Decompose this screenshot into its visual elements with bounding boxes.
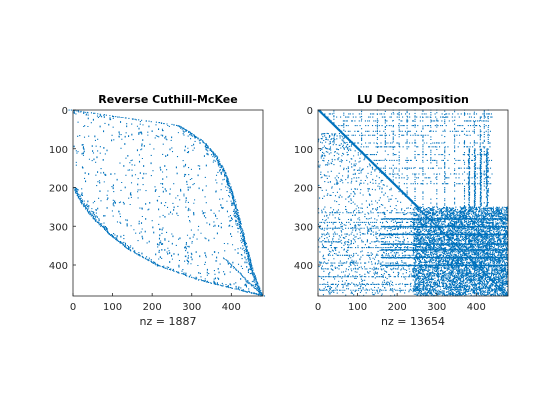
- y-tick-label: 300: [294, 222, 313, 233]
- x-tick-label: 300: [182, 302, 201, 313]
- chart-rcm-ticks: 0 100 200 300 400 0 100 200 300 400: [49, 106, 241, 313]
- sparsity-points: [68, 109, 266, 297]
- chart-rcm-title: Reverse Cuthill-McKee: [98, 93, 237, 106]
- sparsity-points: [317, 109, 509, 297]
- x-tick-label: 0: [70, 302, 76, 313]
- chart-lu-title: LU Decomposition: [357, 93, 469, 106]
- chart-lu-xlabel: nz = 13654: [381, 315, 445, 328]
- chart-rcm-axes-box: [72, 109, 264, 297]
- chart-lu-points: [317, 109, 509, 297]
- x-tick-label: 400: [467, 302, 486, 313]
- y-tick-label: 300: [49, 222, 68, 233]
- y-tick-label: 200: [49, 184, 68, 195]
- y-tick-label: 400: [49, 261, 68, 272]
- chart-rcm: Reverse Cuthill-McKee 0 100 200 300 400 0 100 2…: [49, 93, 266, 328]
- chart-lu: LU Decomposition 0 100 200 300 400 0 100 200 300…: [294, 93, 509, 328]
- y-tick-label: 400: [294, 261, 313, 272]
- chart-rcm-points: [68, 109, 266, 297]
- x-tick-label: 400: [222, 302, 241, 313]
- y-tick-label: 200: [294, 184, 313, 195]
- x-tick-label: 200: [143, 302, 162, 313]
- y-tick-label: 100: [49, 145, 68, 156]
- x-tick-label: 100: [103, 302, 122, 313]
- y-tick-label: 100: [294, 145, 313, 156]
- chart-rcm-xlabel: nz = 1887: [140, 315, 197, 328]
- y-tick-label: 0: [307, 106, 313, 117]
- y-tick-label: 0: [62, 106, 68, 117]
- x-tick-label: 100: [348, 302, 367, 313]
- x-tick-label: 300: [427, 302, 446, 313]
- chart-lu-axes-box: [317, 109, 509, 297]
- chart-lu-ticks: 0 100 200 300 400 0 100 200 300 400: [294, 106, 486, 313]
- x-tick-label: 200: [388, 302, 407, 313]
- x-tick-label: 0: [315, 302, 321, 313]
